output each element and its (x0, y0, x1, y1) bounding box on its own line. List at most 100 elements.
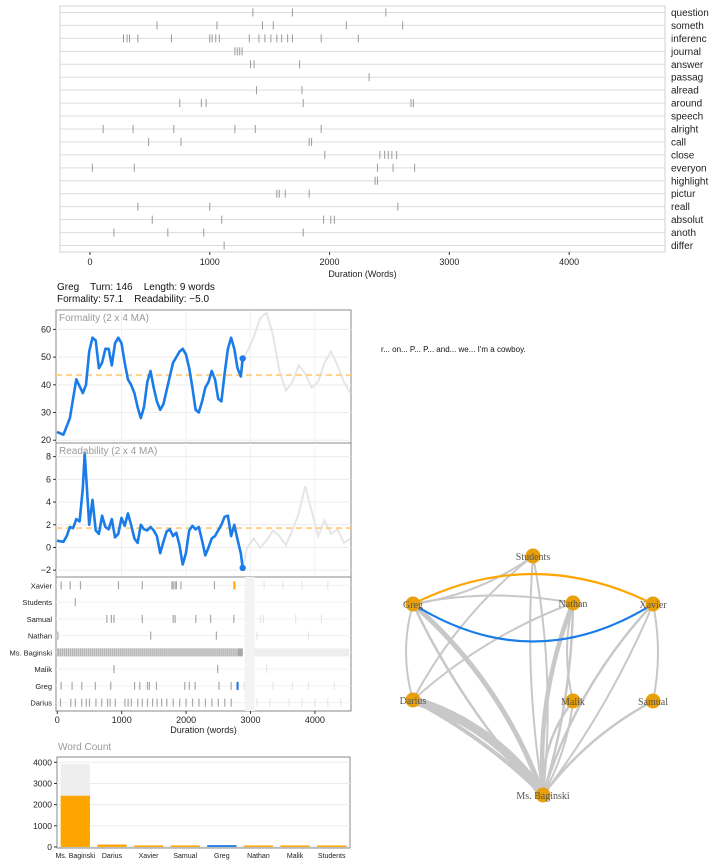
readability-panel (55, 442, 352, 578)
word-count-category-label: Ms. Baginski (55, 853, 95, 860)
network-node (645, 596, 661, 612)
word-count-title: Word Count (58, 742, 111, 753)
formality-y-tick-label: 20 (41, 435, 51, 445)
network-node-label: Samual (638, 697, 668, 708)
network-node (535, 787, 551, 803)
dispersion-x-tick-label: 2000 (320, 257, 340, 267)
dispersion-term-label: reall (671, 202, 690, 213)
readability-y-tick-label: −2 (41, 565, 51, 575)
network-edge (652, 603, 659, 702)
word-count-bar (133, 845, 164, 847)
dispersion-term-label: highlight (671, 176, 708, 187)
formality-y-tick-label: 30 (41, 408, 51, 418)
word-count-y-tick-label: 3000 (33, 778, 52, 788)
turn-number: Turn: 146 (90, 282, 133, 293)
turns-x-tick-label: 2000 (176, 715, 196, 725)
readability-y-tick-label: 8 (46, 452, 51, 462)
turns-speaker-label: Ms. Baginski (9, 648, 52, 657)
network-edge (542, 603, 654, 796)
dispersion-term-label: close (671, 150, 695, 161)
dispersion-term-label: speech (671, 112, 703, 123)
network-edge (411, 698, 545, 797)
network-edge (566, 602, 574, 702)
turns-speaker-label: Samual (27, 615, 53, 624)
turn-formality: Formality: 57.1 (57, 294, 124, 305)
turns-speaker-label: Darius (30, 699, 52, 708)
dispersion-x-tick-label: 0 (87, 257, 92, 267)
formality-future-line (241, 311, 352, 394)
dispersion-x-tick-label: 1000 (200, 257, 220, 267)
network-node (645, 693, 661, 709)
word-count-category-label: Nathan (247, 853, 270, 860)
network-edge-highlight (411, 573, 655, 606)
turn-info-line2: Formality: 57.1 Readability: −5.0 (57, 294, 209, 305)
dispersion-x-tick-label: 3000 (439, 257, 459, 267)
turns-x-axis-label: Duration (words) (170, 725, 237, 735)
turn-speaker: Greg (57, 282, 80, 293)
network-edge (412, 594, 574, 605)
turns-speaker-label: Nathan (28, 632, 52, 641)
dispersion-term-label: around (671, 99, 702, 110)
word-count-category-label: Xavier (139, 853, 160, 860)
word-count-y-tick-label: 2000 (33, 800, 52, 810)
current-utterance: r... on... P... P... and... we... I'm a … (381, 345, 526, 354)
network-node-label: Students (516, 552, 551, 563)
network-edge (529, 555, 544, 796)
formality-y-tick-label: 50 (41, 352, 51, 362)
dispersion-term-label: alright (671, 125, 698, 136)
word-count-bar (97, 844, 127, 847)
word-count-category-label: Greg (214, 853, 230, 860)
word-count-bar (60, 795, 90, 847)
dispersion-term-label: anoth (671, 228, 696, 239)
network-node-label: Greg (403, 600, 423, 611)
network-edge (541, 699, 655, 797)
network-node-label: Malik (561, 697, 585, 708)
dispersion-term-label: everyon (671, 163, 707, 174)
network-node (405, 596, 421, 612)
network-edge (532, 555, 549, 796)
dispersion-x-tick-label: 4000 (559, 257, 579, 267)
network-edge (412, 602, 574, 701)
turn-readability: Readability: −5.0 (134, 294, 210, 305)
formality-title: Formality (2 x 4 MA) (59, 313, 149, 324)
turns-speaker-label: Greg (35, 682, 52, 691)
turns-panel (55, 576, 352, 712)
network-node-label: Darius (400, 696, 427, 707)
word-count-y-tick-label: 4000 (33, 757, 52, 767)
turns-divider (244, 577, 255, 711)
dispersion-term-label: call (671, 137, 686, 148)
dispersion-term-label: absolut (671, 215, 703, 226)
turns-speaker-label: Xavier (31, 581, 53, 590)
dispersion-term-label: someth (671, 21, 704, 32)
formality-panel (55, 309, 352, 444)
word-count-category-label: Students (318, 853, 346, 860)
word-count-bar (317, 845, 347, 847)
word-count-bar (170, 845, 200, 847)
dispersion-term-label: alread (671, 86, 699, 97)
network-edge-current (411, 602, 655, 643)
network-edge (541, 602, 655, 797)
network-edge (412, 555, 534, 701)
dispersion-term-label: inferenc (671, 34, 707, 45)
readability-series-line (56, 451, 244, 569)
turn-length: Length: 9 words (143, 282, 215, 293)
word-count-bar (280, 845, 310, 847)
network-edge (405, 603, 414, 701)
formality-y-tick-label: 40 (41, 380, 51, 390)
readability-y-tick-label: 0 (46, 542, 51, 552)
turns-x-tick-label: 1000 (112, 715, 132, 725)
word-count-category-label: Samual (173, 853, 197, 860)
word-count-panel (56, 756, 351, 849)
turns-speaker-label: Students (22, 598, 52, 607)
turns-speaker-label: Malik (34, 665, 52, 674)
word-count-y-tick-label: 0 (47, 842, 52, 852)
formality-series-line (56, 336, 244, 436)
word-count-bar (243, 845, 274, 847)
dispersion-term-label: question (671, 8, 709, 19)
network-edge (411, 602, 545, 797)
network-edge (408, 695, 548, 800)
network-edge (541, 699, 575, 797)
readability-title: Readability (2 x 4 MA) (59, 446, 157, 457)
readability-y-tick-label: 2 (46, 520, 51, 530)
network-node-label: Ms. Baginski (516, 791, 570, 802)
